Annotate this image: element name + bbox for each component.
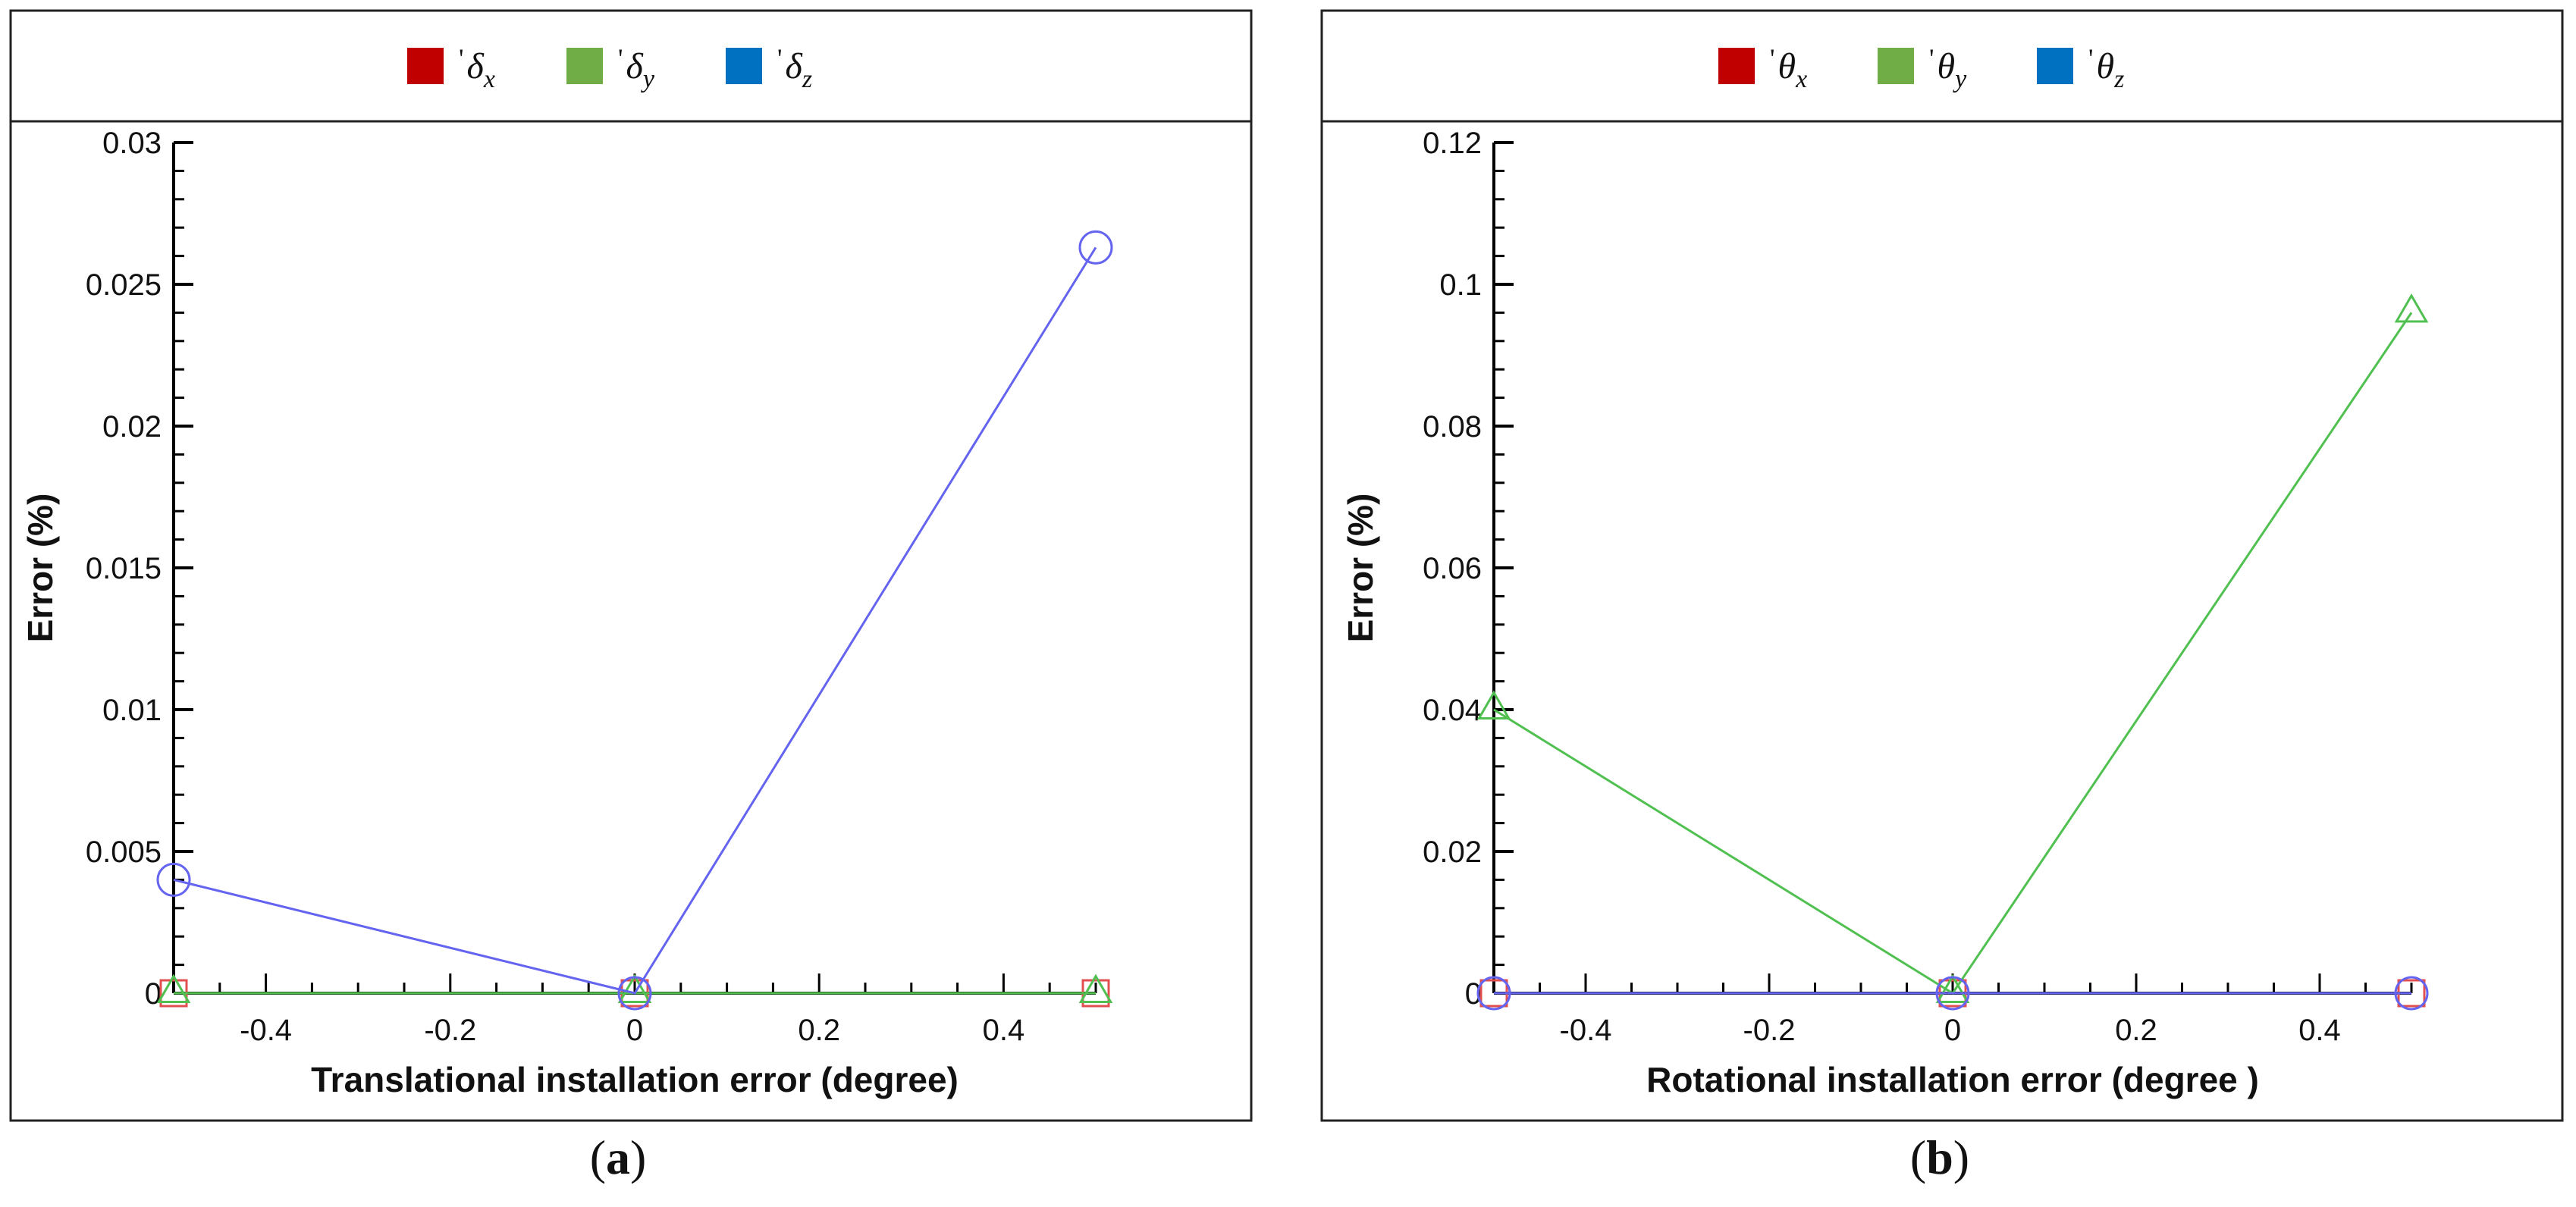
data-point-dy <box>1078 973 1113 1004</box>
series-tz <box>1476 976 2429 1011</box>
x-tick-label: -0.2 <box>424 1014 476 1047</box>
data-point-tz <box>1935 976 1970 1011</box>
y-tick-label: 0.02 <box>102 410 162 444</box>
y-tick-label: 0.06 <box>1423 552 1482 585</box>
x-tick-label: -0.2 <box>1743 1014 1796 1047</box>
y-tick-label: 0 <box>1465 977 1482 1011</box>
data-point-dy <box>617 973 652 1004</box>
x-tick-label: 0.2 <box>2115 1014 2157 1047</box>
legend-swatch <box>2037 48 2073 84</box>
y-tick-label: 0.03 <box>102 127 162 160</box>
data-point-tz <box>1476 976 1511 1011</box>
legend-entry-θy: 'θy <box>1878 43 1967 93</box>
legend-swatch <box>1878 48 1914 84</box>
y-tick-label: 0.01 <box>102 694 162 727</box>
panel-frame <box>1320 9 2564 1122</box>
data-point-dz <box>156 862 191 897</box>
legend-entry-δx: 'δx <box>407 43 495 93</box>
legend-entry-δz: 'δz <box>726 43 812 93</box>
legend-swatch <box>566 48 603 84</box>
x-tick-label: 0.4 <box>2298 1014 2341 1047</box>
series-dz <box>156 230 1113 1011</box>
y-axis-label: Error (%) <box>20 494 60 643</box>
y-tick-label: 0.015 <box>86 552 162 585</box>
series-line-dz <box>173 246 1097 995</box>
data-point-ty <box>1476 690 1511 720</box>
x-axis-label: Translational installation error (degree… <box>311 1060 959 1099</box>
chart-panel-b: 'θx 'θy 'θz 0 0.02 0.04 0.06 0.08 0.1 0.12 -0.4 -0.… <box>1320 9 2564 1122</box>
legend-swatch <box>407 48 444 84</box>
x-tick-label: -0.4 <box>1560 1014 1612 1047</box>
data-point-dz <box>617 976 652 1011</box>
x-tick-label: 0.4 <box>983 1014 1025 1047</box>
data-point-tz <box>2394 976 2429 1011</box>
x-tick-label: 0 <box>626 1014 643 1047</box>
data-point-ty <box>1935 973 1970 1004</box>
legend-swatch <box>726 48 762 84</box>
legend: 'δx 'δy 'δz <box>407 43 812 93</box>
legend-label: 'δy <box>618 43 655 93</box>
legend-swatch <box>1718 48 1755 84</box>
legend-label: 'θy <box>1929 43 1967 93</box>
panel-label: (b) <box>1910 1130 1969 1184</box>
legend-label: 'θz <box>2088 43 2124 93</box>
data-point-dz <box>1078 230 1113 265</box>
y-tick-label: 0.04 <box>1423 694 1482 727</box>
y-tick-label: 0 <box>145 977 162 1011</box>
x-tick-label: -0.4 <box>240 1014 292 1047</box>
legend-label: 'θx <box>1770 43 1807 93</box>
chart-panel-a: 'δx 'δy 'δz 0 0.005 0.01 0.015 0.02 0.025 0.03 -0.… <box>9 9 1253 1122</box>
y-tick-label: 0.02 <box>1423 835 1482 869</box>
panel-label: (a) <box>590 1130 647 1184</box>
x-tick-label: 0.2 <box>798 1014 840 1047</box>
y-tick-label: 0.005 <box>86 835 162 869</box>
y-tick-label: 0.08 <box>1423 410 1482 444</box>
y-tick-label: 0.025 <box>86 268 162 302</box>
data-point-ty <box>2394 293 2429 323</box>
legend-label: 'δz <box>777 43 812 93</box>
x-tick-label: 0 <box>1944 1014 1961 1047</box>
x-axis-label: Rotational installation error (degree ) <box>1646 1060 2259 1099</box>
y-axis-label: Error (%) <box>1341 494 1380 643</box>
y-tick-label: 0.1 <box>1439 268 1482 302</box>
legend-entry-δy: 'δy <box>566 43 655 93</box>
panel-frame <box>9 9 1253 1122</box>
legend-label: 'δx <box>459 43 495 93</box>
legend-entry-θz: 'θz <box>2037 43 2124 93</box>
y-tick-label: 0.12 <box>1423 127 1482 160</box>
data-point-dy <box>156 973 191 1004</box>
legend-entry-θx: 'θx <box>1718 43 1807 93</box>
legend: 'θx 'θy 'θz <box>1718 43 2124 93</box>
